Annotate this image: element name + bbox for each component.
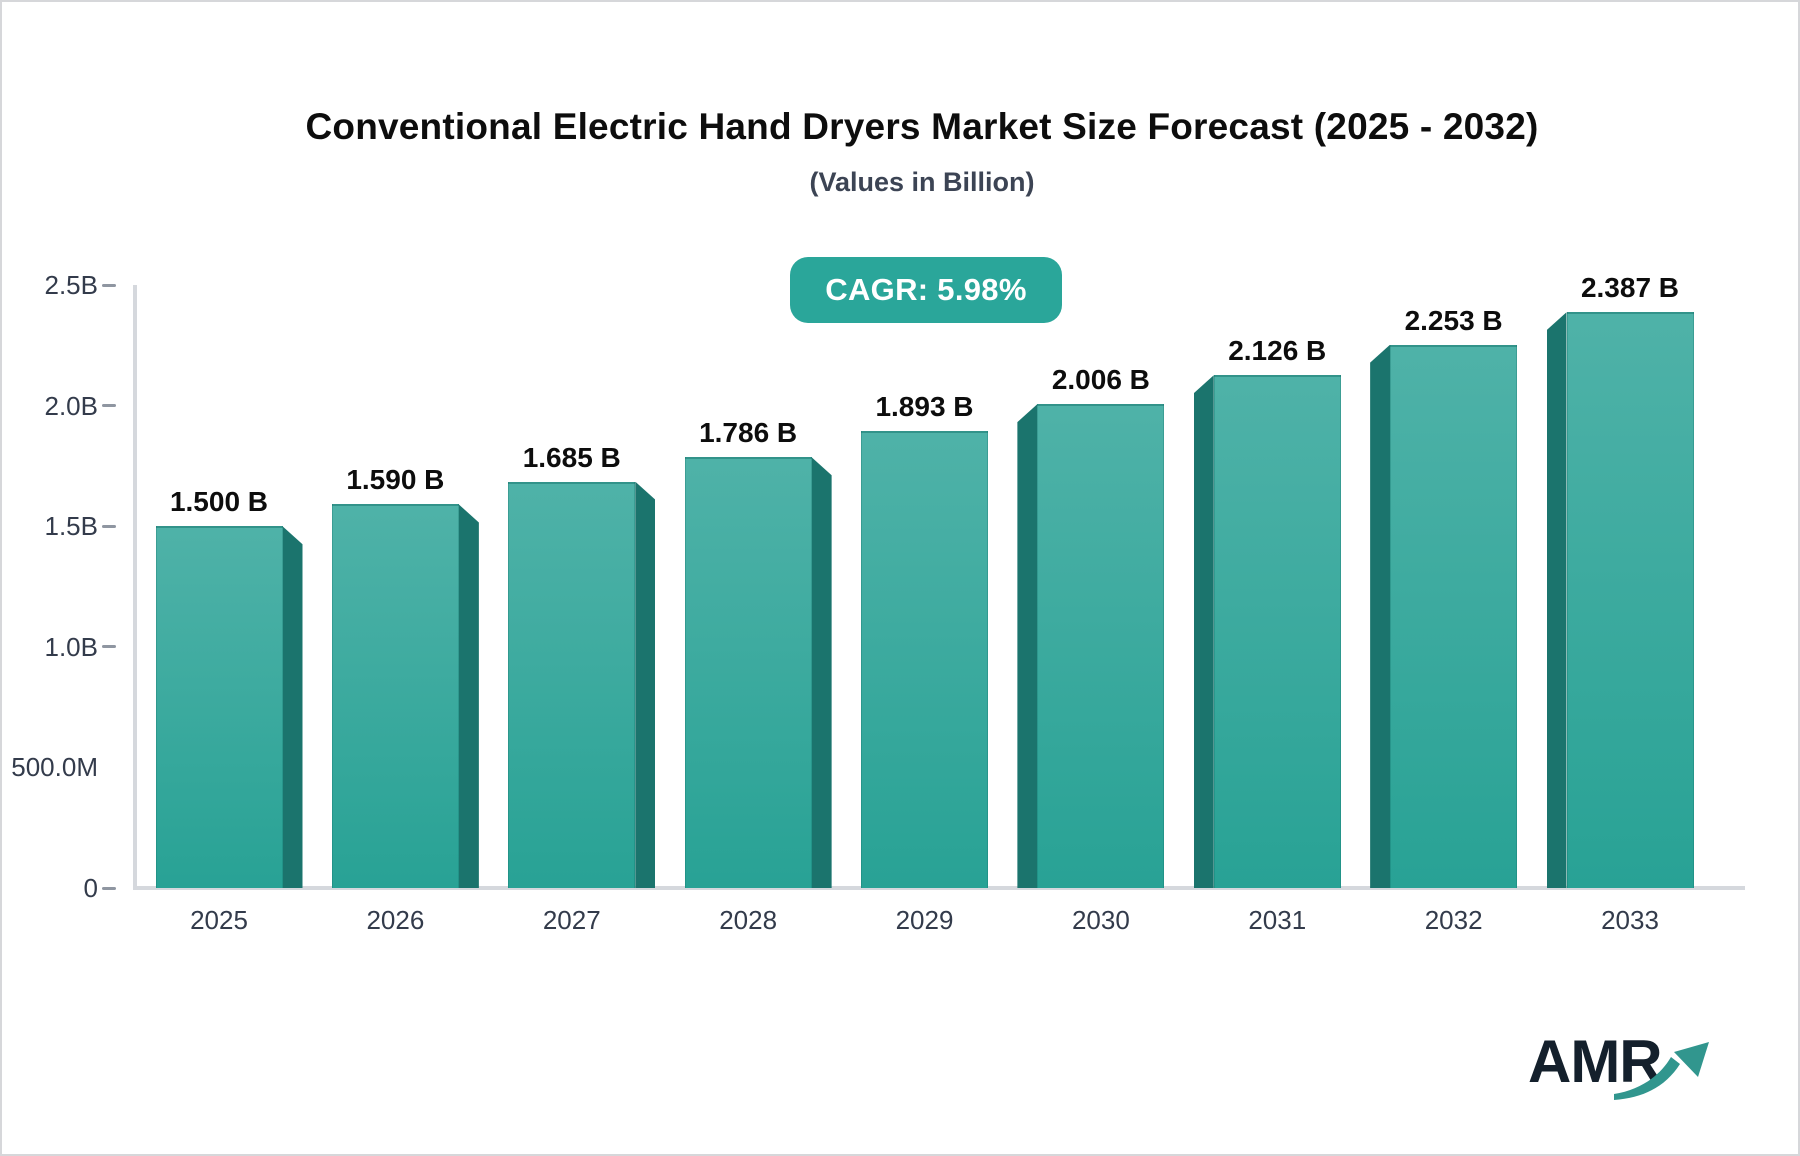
- x-axis-label: 2031: [1248, 905, 1307, 935]
- bar-value-label: 1.590 B: [346, 464, 445, 496]
- bar-2033[interactable]: [1566, 312, 1694, 888]
- y-axis-tick: [102, 283, 116, 287]
- bar-2027[interactable]: [508, 481, 636, 888]
- amr-logo-text: AMR: [1528, 1028, 1663, 1095]
- y-axis-tick: [102, 524, 116, 528]
- bar-value-label: 2.253 B: [1404, 304, 1503, 336]
- bar-2029[interactable]: [861, 431, 988, 888]
- y-axis-tick: [102, 404, 116, 408]
- bar-2031[interactable]: [1213, 375, 1341, 888]
- y-axis-label: 2.5B: [44, 270, 99, 300]
- x-axis-label: 2027: [542, 905, 601, 935]
- bar-side-face: [1546, 312, 1567, 888]
- bar-side-face: [458, 504, 479, 888]
- bar-side-face: [282, 526, 303, 888]
- bar-2028[interactable]: [684, 457, 812, 888]
- y-axis-label: 500.0M: [11, 752, 98, 783]
- x-axis-label: 2028: [719, 905, 778, 935]
- y-axis-label: 1.5B: [44, 511, 99, 542]
- amr-logo-arrow-icon: [1614, 1042, 1709, 1100]
- bar-value-label: 2.387 B: [1580, 272, 1680, 304]
- x-axis-label: 2033: [1601, 905, 1659, 935]
- y-axis-label: 0: [83, 873, 98, 903]
- bar-value-label: 2.006 B: [1051, 364, 1150, 396]
- bar-value-label: 1.685 B: [522, 441, 621, 473]
- x-axis-label: 2030: [1071, 905, 1130, 935]
- bar-side-face: [1370, 344, 1391, 888]
- amr-logo: AMR: [1528, 1030, 1728, 1114]
- bar-value-label: 1.786 B: [699, 417, 798, 449]
- x-axis-label: 2025: [190, 905, 248, 935]
- y-axis-tick: [102, 886, 116, 890]
- bar-value-label: 1.893 B: [875, 391, 974, 423]
- bar-2030[interactable]: [1037, 404, 1165, 888]
- bar-2032[interactable]: [1390, 344, 1518, 888]
- x-axis-label: 2029: [895, 905, 954, 935]
- bar-value-label: 2.126 B: [1228, 335, 1327, 367]
- x-axis-label: 2026: [366, 905, 425, 935]
- bar-side-face: [811, 457, 832, 888]
- bar-side-face: [635, 481, 656, 888]
- x-axis-line: [133, 886, 1745, 890]
- chart-title: Conventional Electric Hand Dryers Market…: [305, 106, 1539, 147]
- chart-subtitle: (Values in Billion): [809, 167, 1035, 197]
- bar-value-label: 1.500 B: [169, 486, 269, 518]
- bar-side-face: [1193, 375, 1214, 888]
- y-axis-tick: [102, 645, 116, 649]
- bar-2025[interactable]: [155, 526, 283, 888]
- y-axis-line: [133, 285, 137, 890]
- y-axis-label: 2.0B: [44, 390, 99, 421]
- cagr-badge: CAGR: 5.98%: [790, 257, 1062, 323]
- bar-2026[interactable]: [331, 504, 459, 888]
- y-axis-label: 1.0B: [44, 631, 99, 662]
- cagr-badge-label: CAGR: 5.98%: [825, 272, 1027, 307]
- bar-side-face: [1017, 404, 1038, 888]
- x-axis-label: 2032: [1424, 905, 1483, 935]
